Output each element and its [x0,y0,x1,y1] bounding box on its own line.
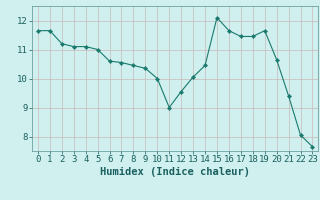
X-axis label: Humidex (Indice chaleur): Humidex (Indice chaleur) [100,167,250,177]
